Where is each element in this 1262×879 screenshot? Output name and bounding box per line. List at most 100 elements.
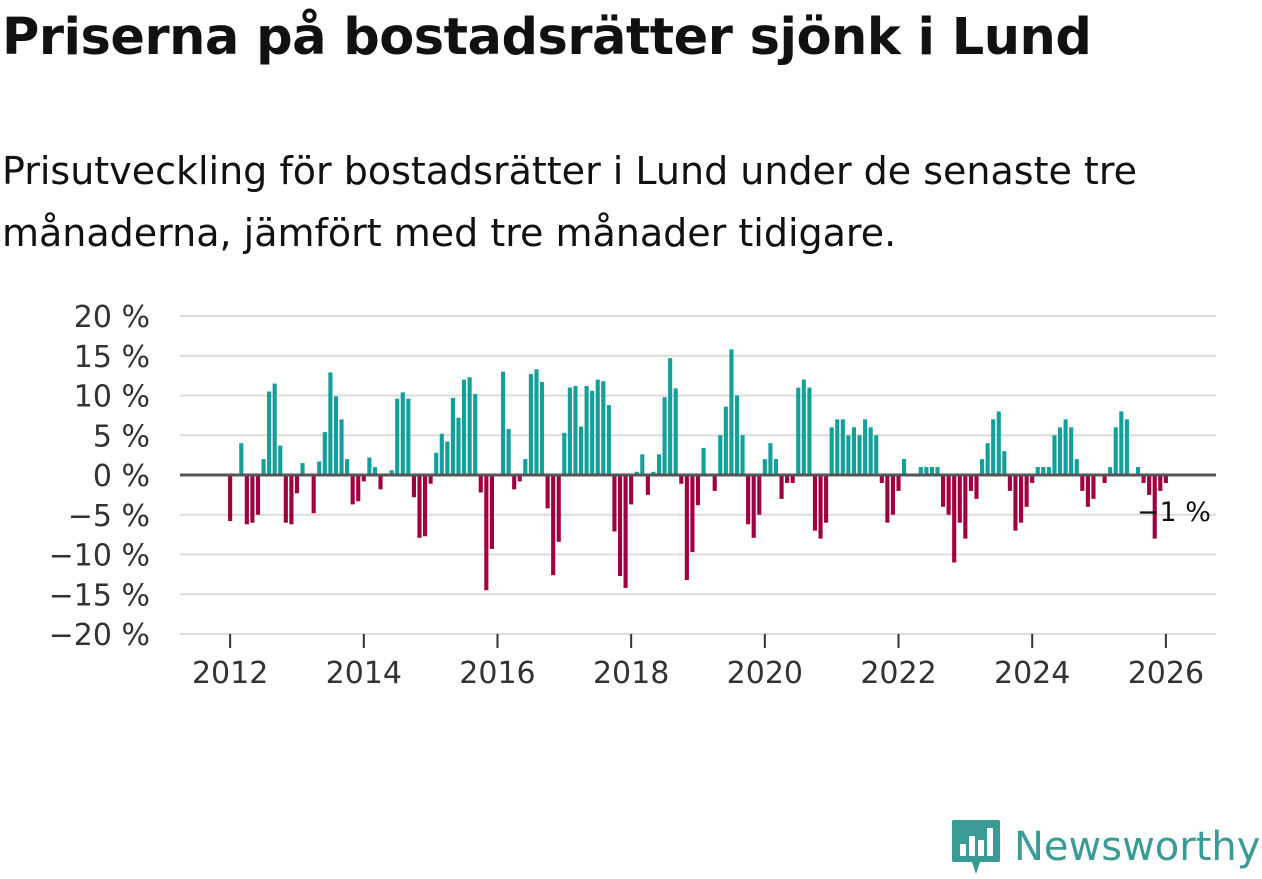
x-tick-label: 2020: [727, 656, 803, 691]
bar-chart-icon: [952, 820, 1000, 874]
bar: [289, 475, 294, 525]
bar: [1141, 475, 1146, 483]
bar: [339, 419, 344, 475]
bar: [690, 475, 695, 553]
bar: [267, 391, 272, 475]
bar: [450, 397, 455, 475]
y-tick-label: 5 %: [93, 419, 150, 454]
bar: [662, 397, 667, 475]
bar: [428, 475, 433, 484]
bar: [278, 445, 283, 475]
grid-lines: [180, 315, 1216, 635]
bar: [556, 475, 561, 542]
bar: [606, 405, 611, 475]
y-tick-label: −10 %: [49, 539, 150, 574]
bar: [734, 395, 740, 475]
bar: [356, 475, 361, 502]
x-tick-label: 2022: [860, 656, 936, 691]
bar: [1152, 475, 1157, 539]
bar: [590, 390, 595, 475]
bar: [812, 475, 818, 531]
bar: [489, 475, 494, 549]
bar: [462, 379, 467, 475]
bar: [228, 475, 233, 522]
bar: [300, 463, 305, 475]
bar: [539, 381, 545, 475]
bar: [952, 475, 957, 563]
bar: [879, 475, 884, 483]
bar: [1158, 475, 1163, 491]
bar: [239, 443, 244, 475]
bar: [718, 435, 723, 475]
bar: [1057, 427, 1063, 475]
bar: [367, 457, 372, 475]
bar: [768, 443, 773, 475]
bar: [1102, 475, 1107, 483]
chart-subtitle: Prisutveckling för bostadsrätter i Lund …: [2, 149, 1137, 255]
bar: [629, 475, 634, 505]
brand-name: Newsworthy: [1014, 824, 1261, 870]
bar: [1069, 427, 1074, 475]
bar: [824, 475, 829, 523]
bar: [573, 385, 578, 475]
bar: [740, 435, 745, 475]
bar: [785, 475, 790, 483]
bar: [439, 433, 444, 475]
bar: [1018, 475, 1024, 523]
bar: [506, 428, 511, 475]
bar: [244, 475, 249, 525]
y-tick-label: −15 %: [49, 578, 150, 613]
bar: [729, 349, 734, 475]
bar: [1002, 451, 1007, 475]
y-tick-label: −20 %: [49, 618, 150, 653]
y-tick-label: 10 %: [74, 380, 150, 415]
bar: [868, 427, 873, 475]
bar: [317, 461, 322, 475]
bar: [417, 475, 422, 538]
bar: [445, 441, 450, 475]
bar: [779, 475, 784, 499]
bar: [796, 387, 801, 475]
bar: [1135, 467, 1141, 475]
bar: [250, 475, 255, 523]
bar-series: [228, 349, 1168, 591]
bar: [255, 475, 261, 515]
bar: [980, 459, 985, 475]
bar: [500, 371, 506, 475]
bar: [345, 459, 350, 475]
bar: [1074, 459, 1079, 475]
bar: [1013, 475, 1018, 531]
bar: [757, 475, 762, 515]
bar: [935, 467, 940, 475]
bar: [885, 475, 890, 523]
bar: [328, 372, 333, 475]
bar: [773, 459, 779, 475]
bar: [261, 459, 266, 475]
bar-chart: 20 % 15 % 10 % 5 % 0 % −5 % −10 % −15 % −20 % 20…: [49, 300, 1216, 691]
bar: [818, 475, 823, 539]
newsworthy-logo: Newsworthy: [950, 818, 1260, 876]
bar: [372, 467, 378, 475]
bar: [673, 388, 678, 475]
bar: [1085, 475, 1090, 507]
bar: [484, 475, 489, 591]
bar: [751, 475, 756, 538]
bar: [333, 396, 339, 475]
bar: [389, 470, 394, 475]
bar: [395, 398, 400, 475]
bar: [272, 383, 277, 475]
bar: [645, 475, 650, 495]
bar: [712, 475, 717, 491]
bar: [322, 432, 327, 475]
bar: [896, 475, 901, 491]
bar: [361, 475, 366, 482]
bar: [1119, 411, 1124, 475]
bar: [829, 427, 834, 475]
bar: [612, 475, 617, 532]
bar: [684, 475, 689, 580]
y-tick-label: 15 %: [74, 340, 150, 375]
bar: [406, 398, 411, 475]
x-tick-label: 2014: [326, 656, 402, 691]
latest-value-annotation: −1 %: [1137, 497, 1211, 528]
bar: [723, 406, 728, 475]
